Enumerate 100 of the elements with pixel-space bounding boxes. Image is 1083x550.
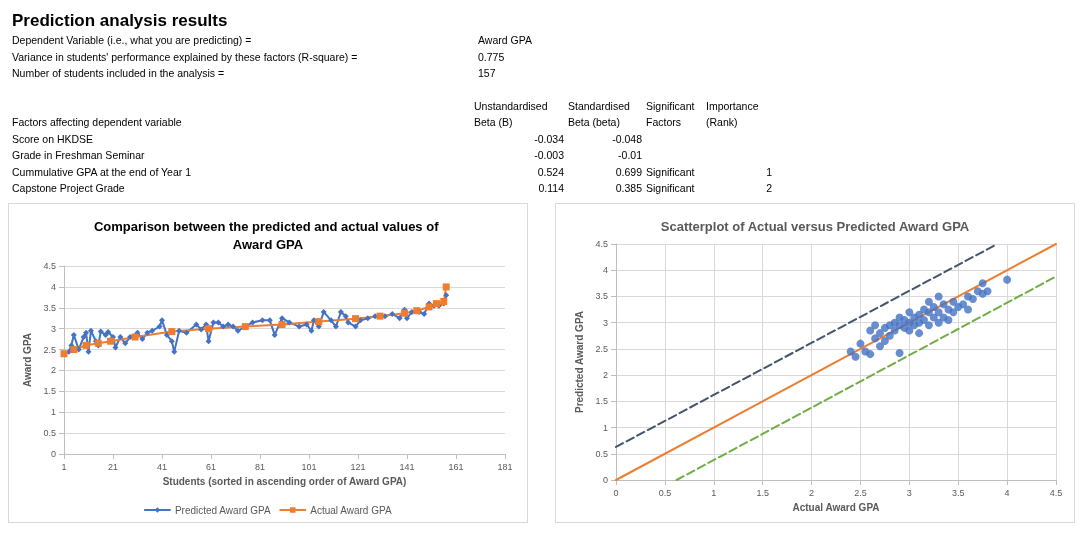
x-tick-label: 61 [205, 461, 217, 471]
y-axis-title: Award GPA [21, 332, 33, 387]
data-label: 0.385 [614, 181, 643, 196]
category-label: Score on HKDSE [12, 131, 95, 147]
data-label: -0.034 [533, 131, 565, 147]
x-tick-label: 181 [497, 461, 513, 471]
x-axis-title: Students (sorted in ascending order of Award GPA) [162, 475, 407, 486]
point [949, 297, 958, 306]
text: Standardised Beta (beta) [568, 98, 631, 130]
x-tick-label: 121 [350, 461, 366, 471]
point [890, 326, 899, 335]
x-tick-label: 1 [61, 461, 67, 471]
data-label: Significant [646, 164, 696, 180]
text: Unstandardised Beta (B) [474, 98, 549, 130]
point [929, 302, 938, 311]
x-tick-label: 101 [301, 461, 317, 471]
text: Award GPA [478, 33, 532, 48]
y-tick-label: 1.5 [595, 395, 608, 406]
point [376, 312, 384, 320]
point [871, 320, 880, 329]
point [352, 314, 360, 322]
y-tick-label: 2 [602, 369, 608, 380]
point [939, 299, 948, 308]
x-tick-label: 0.5 [658, 487, 672, 497]
point [846, 347, 855, 356]
data-label: 1 [765, 164, 773, 180]
legend-label: Predicted Award GPA [174, 504, 271, 515]
point [442, 282, 450, 290]
y-tick-label: 3.5 [43, 302, 56, 313]
point [924, 307, 933, 316]
data-label: Significant [646, 181, 696, 196]
text: Dependent Variable (i.e., what you are predicting) = [12, 33, 253, 48]
point [880, 336, 889, 345]
point [895, 348, 904, 357]
point [924, 320, 933, 329]
y-tick-label: 1.5 [43, 385, 56, 396]
x-tick-label: 2.5 [854, 487, 867, 497]
point [871, 333, 880, 342]
y-tick-label: 2.5 [43, 344, 56, 355]
point [978, 278, 987, 287]
x-axis-title: Actual Award GPA [792, 501, 880, 512]
point [885, 331, 894, 340]
data-label: 0.699 [614, 164, 643, 180]
x-tick-label: 161 [448, 461, 464, 471]
y-tick-label: 3 [602, 317, 608, 328]
x-tick-label: 1 [711, 487, 717, 497]
text: Importance (Rank) [706, 98, 760, 130]
y-tick-label: 0.5 [43, 427, 56, 438]
x-tick-label: 141 [399, 461, 415, 471]
point [949, 307, 958, 316]
category-label: Cummulative GPA at the end of Year 1 [12, 164, 192, 180]
y-tick-label: 2 [50, 364, 56, 375]
point [1003, 275, 1012, 284]
text: 157 [478, 66, 496, 81]
y-tick-label: 0 [50, 448, 56, 459]
x-tick-label: 21 [107, 461, 119, 471]
x-tick-label: 0 [613, 487, 619, 497]
point [856, 339, 865, 348]
x-tick-label: 4.5 [1049, 487, 1063, 497]
text: 0.775 [478, 49, 505, 65]
y-tick-label: 3 [50, 323, 56, 334]
x-tick-label: 4 [1004, 487, 1010, 497]
data-label: -0.01 [617, 148, 643, 163]
point [905, 326, 914, 335]
point [929, 312, 938, 321]
y-tick-label: 1 [50, 406, 56, 417]
point [205, 324, 213, 332]
point [876, 328, 884, 337]
point [968, 294, 977, 303]
point [866, 326, 875, 335]
data-label: 0.524 [536, 164, 565, 180]
point [876, 341, 884, 350]
point [934, 307, 943, 316]
category-label: Grade in Freshman Seminar [12, 148, 146, 163]
point [131, 333, 139, 341]
category-label: Capstone Project Grade [12, 181, 126, 196]
point [905, 307, 914, 316]
data-label: -0.048 [611, 131, 643, 147]
point [934, 318, 943, 327]
text: Factors affecting dependent variable [12, 115, 183, 130]
x-tick-label: 81 [254, 461, 266, 471]
data-label: -0.003 [533, 148, 565, 163]
y-tick-label: 4.5 [43, 260, 56, 271]
y-tick-label: 4 [50, 281, 56, 292]
point [959, 299, 968, 308]
point [934, 291, 943, 300]
point [924, 297, 933, 306]
y-tick-label: 4 [602, 264, 608, 275]
point [70, 345, 78, 353]
text: Prediction analysis results [12, 10, 229, 32]
point [107, 337, 115, 345]
point [851, 352, 860, 361]
y-tick-label: 4.5 [595, 238, 608, 249]
text: Significant Factors [646, 98, 696, 130]
legend-label: Actual Award GPA [310, 504, 392, 515]
point [915, 310, 924, 319]
x-tick-label: 2 [809, 487, 815, 497]
point [915, 328, 924, 337]
chart-title: Scatterplot of Actual versus Predicted Award GPA [660, 218, 970, 233]
x-tick-label: 1.5 [756, 487, 769, 497]
